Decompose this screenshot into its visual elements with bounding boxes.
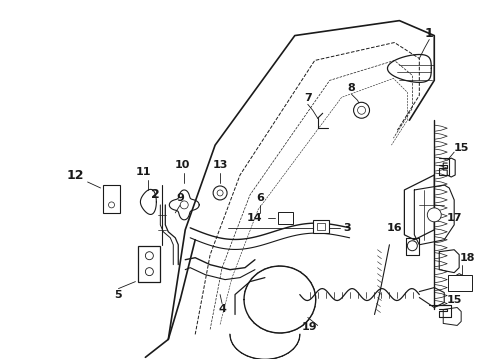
Text: 17: 17 xyxy=(446,213,461,223)
Text: 7: 7 xyxy=(303,93,311,103)
Circle shape xyxy=(180,201,188,209)
Text: 13: 13 xyxy=(212,160,227,170)
Circle shape xyxy=(108,202,114,208)
Text: 10: 10 xyxy=(174,160,189,170)
Text: 14: 14 xyxy=(246,213,262,223)
Circle shape xyxy=(213,186,226,200)
Text: 5: 5 xyxy=(115,289,122,300)
Text: 16: 16 xyxy=(386,223,402,233)
Circle shape xyxy=(357,106,365,114)
Text: 9: 9 xyxy=(176,193,184,203)
Bar xyxy=(277,212,292,224)
Text: 12: 12 xyxy=(67,168,84,181)
Circle shape xyxy=(407,241,416,251)
Text: 8: 8 xyxy=(347,84,355,93)
Text: 19: 19 xyxy=(301,323,317,332)
Text: 15: 15 xyxy=(452,143,468,153)
Bar xyxy=(316,223,324,230)
Text: 11: 11 xyxy=(135,167,151,177)
Bar xyxy=(138,246,160,282)
Text: 4: 4 xyxy=(218,305,225,315)
Circle shape xyxy=(145,268,153,276)
Circle shape xyxy=(217,190,223,196)
Text: 1: 1 xyxy=(424,27,433,40)
Bar xyxy=(102,185,120,213)
Text: 2: 2 xyxy=(151,188,160,202)
Circle shape xyxy=(145,252,153,260)
Text: 3: 3 xyxy=(343,223,351,233)
Circle shape xyxy=(353,102,369,118)
Text: 18: 18 xyxy=(458,253,474,263)
FancyBboxPatch shape xyxy=(447,275,471,291)
Text: 15: 15 xyxy=(446,294,461,305)
Bar xyxy=(312,220,328,233)
Text: 6: 6 xyxy=(256,193,264,203)
Circle shape xyxy=(427,208,440,222)
